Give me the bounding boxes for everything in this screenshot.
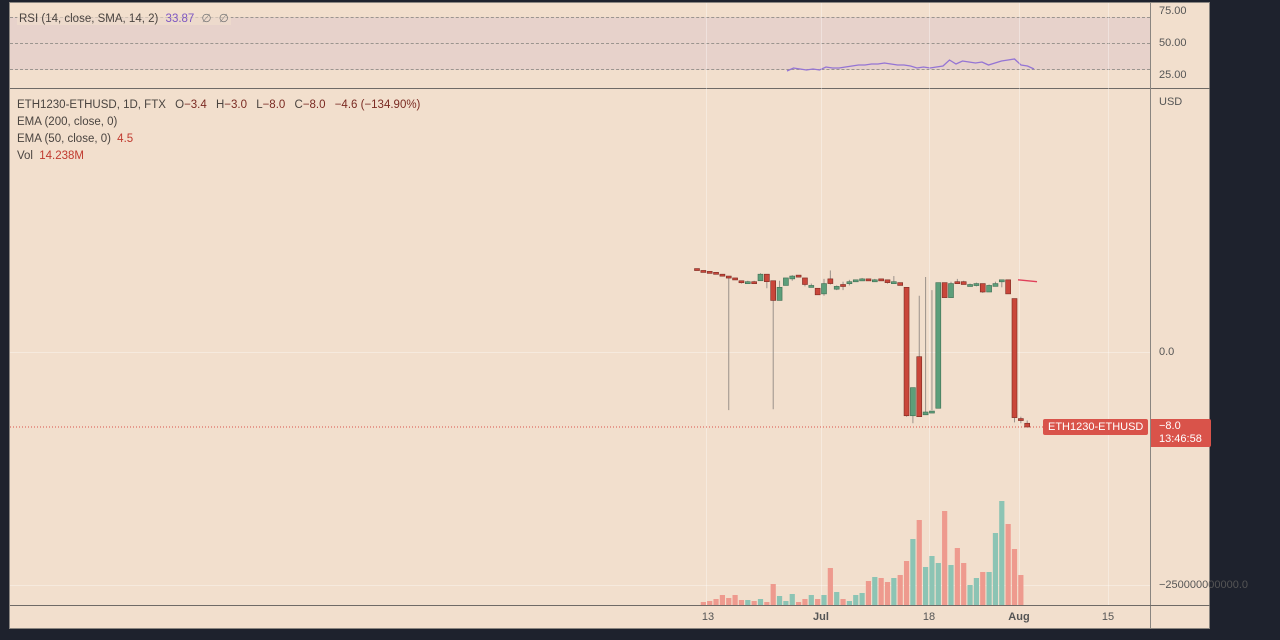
high-label: H: [215, 99, 225, 111]
grid-line: [10, 585, 1150, 586]
volume-legend[interactable]: Vol 14.238M: [17, 148, 420, 165]
rsi-label: RSI (14, close, SMA, 14, 2): [19, 13, 159, 25]
rsi-lower-line: [10, 69, 1150, 70]
chart-frame: RSI (14, close, SMA, 14, 2) 33.87 ∅ ∅ 75…: [9, 2, 1248, 629]
ema50-value: 4.5: [117, 133, 134, 145]
rsi-mid-line: [10, 43, 1150, 44]
ema200-legend[interactable]: EMA (200, close, 0): [17, 114, 420, 131]
high-value: −3.0: [224, 99, 247, 111]
grid-line: [821, 3, 822, 605]
open-label: O: [175, 99, 185, 111]
volume-bars: [700, 501, 1024, 605]
rsi-axis-75: 75.00: [1159, 5, 1187, 17]
ema50-line: [1017, 279, 1038, 283]
time-tick-0: 13: [701, 611, 715, 623]
time-tick-1: Jul: [813, 611, 829, 623]
close-label: C: [294, 99, 303, 111]
currency-label: USD: [1159, 96, 1183, 108]
grid-line: [1019, 3, 1020, 605]
time-axis-separator: [10, 605, 1210, 606]
price-axis-separator: [1150, 3, 1151, 629]
last-price-symbol-tag: ETH1230-ETHUSD: [1043, 419, 1149, 435]
grid-line: [706, 3, 707, 605]
grid-line: [1108, 3, 1109, 605]
rsi-pane[interactable]: RSI (14, close, SMA, 14, 2) 33.87 ∅ ∅: [10, 3, 1150, 88]
volume-axis-label: −250000000000.0: [1159, 579, 1249, 591]
ema50-legend[interactable]: EMA (50, close, 0) 4.5: [17, 131, 420, 148]
low-label: L: [256, 99, 263, 111]
ema200-label: EMA (200, close, 0): [17, 116, 118, 128]
last-price-value: −8.0: [1159, 420, 1181, 432]
time-tick-4: 15: [1101, 611, 1115, 623]
price-chart[interactable]: [10, 3, 1150, 605]
close-value: −8.0: [302, 99, 326, 111]
rsi-axis-25: 25.00: [1159, 69, 1187, 81]
ema50-label: EMA (50, close, 0): [17, 133, 111, 145]
rsi-value: 33.87: [165, 13, 195, 25]
volume-value: 14.238M: [39, 150, 84, 162]
price-axis-zero: 0.0: [1159, 346, 1175, 358]
change-value: −4.6 (−134.90%): [334, 99, 421, 111]
low-value: −8.0: [262, 99, 286, 111]
time-tick-3: Aug: [1008, 611, 1030, 623]
candlesticks: [694, 268, 1031, 428]
bar-countdown: 13:46:58: [1159, 433, 1202, 445]
time-tick-2: 18: [922, 611, 936, 623]
main-legend[interactable]: ETH1230-ETHUSD, 1D, FTX O−3.4 H−3.0 L−8.…: [17, 97, 420, 165]
rsi-upper-line: [10, 17, 1150, 18]
rsi-line-chart: [786, 58, 1035, 72]
symbol-label: ETH1230-ETHUSD, 1D, FTX: [17, 99, 166, 111]
symbol-legend[interactable]: ETH1230-ETHUSD, 1D, FTX O−3.4 H−3.0 L−8.…: [17, 97, 420, 114]
pane-separator[interactable]: [10, 88, 1210, 89]
rsi-extra-1: ∅: [201, 13, 212, 25]
rsi-extra-2: ∅: [218, 13, 229, 25]
grid-line: [929, 3, 930, 605]
rsi-legend[interactable]: RSI (14, close, SMA, 14, 2) 33.87 ∅ ∅: [17, 11, 231, 25]
rsi-axis-50: 50.00: [1159, 37, 1187, 49]
last-price-box: −8.0 13:46:58: [1151, 419, 1211, 447]
open-value: −3.4: [184, 99, 207, 111]
volume-label: Vol: [17, 150, 33, 162]
grid-line: [10, 352, 1150, 353]
